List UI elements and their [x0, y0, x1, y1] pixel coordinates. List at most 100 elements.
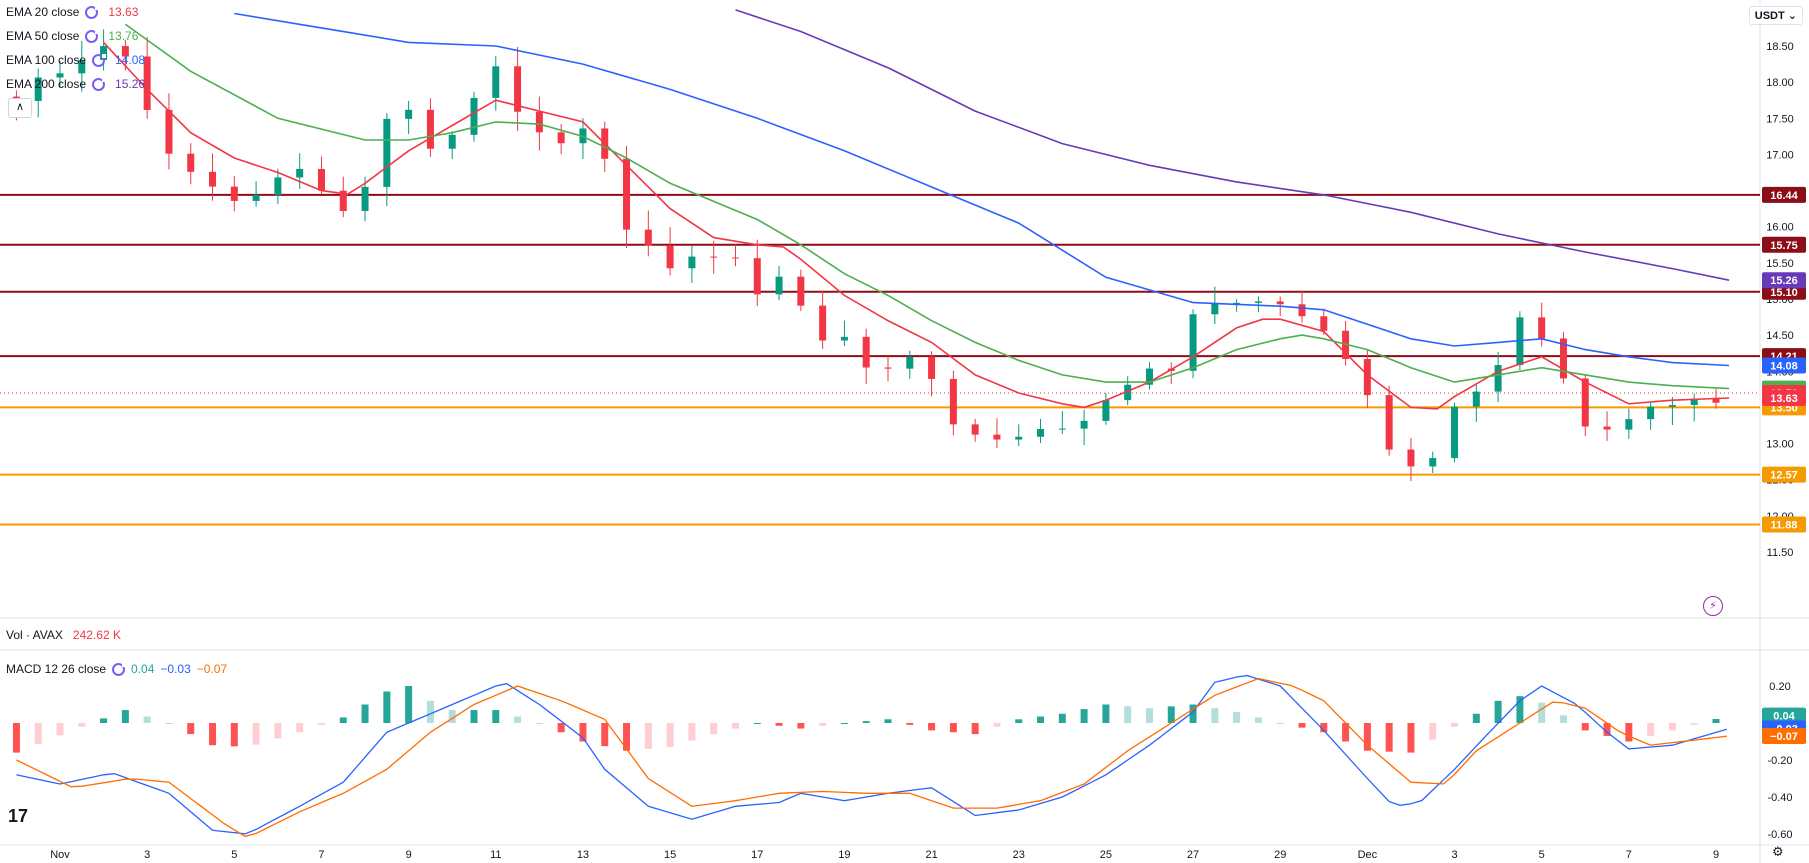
candle	[906, 350, 914, 379]
macd-hist-bar	[1211, 708, 1219, 723]
candle	[339, 176, 347, 218]
candle	[1167, 362, 1175, 384]
candle-body	[819, 305, 827, 341]
macd-histogram	[12, 686, 1720, 753]
legend-ema100[interactable]: EMA 100 close 14.08	[6, 53, 145, 67]
candle	[1603, 411, 1611, 441]
candle	[1625, 408, 1633, 439]
candle-body	[1015, 436, 1023, 440]
candle-body	[34, 77, 42, 101]
candle	[1102, 392, 1110, 425]
legend-volume[interactable]: Vol · AVAX 242.62 K	[6, 628, 121, 642]
gear-icon[interactable]: ⚙	[1772, 844, 1784, 859]
macd-hist-bar	[601, 723, 609, 747]
macd-hist-bar	[1559, 715, 1567, 723]
refresh-icon[interactable]	[92, 77, 107, 91]
price-badge: 15.26	[1770, 275, 1798, 287]
macd-hist-bar	[1298, 723, 1306, 728]
candle-body	[514, 66, 522, 112]
time-axis-label: 3	[144, 849, 150, 861]
candle-body	[230, 186, 238, 201]
candle-body	[1603, 426, 1611, 430]
candle-body	[1233, 302, 1241, 304]
candle	[1254, 296, 1262, 313]
candle-body	[1254, 301, 1262, 303]
price-badge-bg	[1762, 390, 1806, 407]
time-axis-label: 11	[490, 849, 501, 861]
candle-body	[1407, 449, 1415, 467]
price-tick-label: 11.50	[1767, 547, 1794, 559]
tradingview-logo[interactable]: 17	[8, 806, 29, 826]
candle-body	[317, 168, 325, 191]
refresh-icon[interactable]	[85, 5, 100, 19]
macd-hist-bar	[143, 716, 151, 723]
macd-hist-bar	[819, 723, 827, 726]
legend-ema200[interactable]: EMA 200 close 15.26	[6, 77, 145, 91]
candle-body	[1429, 458, 1437, 467]
legend-ema20[interactable]: EMA 20 close 13.63	[6, 5, 138, 19]
time-axis-label: 23	[1013, 849, 1025, 861]
candle-body	[1124, 384, 1132, 401]
candle	[884, 355, 892, 382]
lightning-icon[interactable]: ⚡	[1703, 596, 1723, 616]
candle-body	[296, 168, 304, 178]
candle	[1058, 411, 1066, 434]
candle	[470, 91, 478, 142]
chevron-up-icon[interactable]: ∧	[8, 98, 32, 118]
time-axis-label: 7	[318, 849, 324, 861]
legend-ema100-value: 14.08	[115, 53, 146, 67]
candle-body	[993, 434, 1001, 440]
macd-hist-bar	[405, 686, 413, 723]
legend-macd-line: −0.03	[160, 662, 191, 676]
candle	[1668, 396, 1676, 425]
price-badge: 14.08	[1770, 361, 1798, 373]
candle-body	[840, 336, 848, 341]
candle	[971, 418, 979, 442]
macd-hist-bar	[1407, 723, 1415, 753]
price-tick-label: 17.00	[1766, 149, 1794, 161]
candle-body	[1559, 338, 1567, 379]
candle	[1298, 291, 1306, 323]
macd-hist-bar	[187, 723, 195, 735]
candle	[666, 227, 674, 276]
currency-selector[interactable]: USDT ⌄	[1748, 6, 1803, 25]
refresh-icon[interactable]	[112, 662, 127, 676]
macd-hist-bar	[949, 723, 957, 733]
level-badge: 12.57	[1770, 470, 1798, 482]
macd-hist-bar	[12, 723, 20, 753]
legend-macd[interactable]: MACD 12 26 close 0.04 −0.03 −0.07	[6, 662, 227, 676]
macd-hist-bar	[623, 723, 631, 751]
macd-hist-bar	[165, 723, 173, 724]
candle	[688, 245, 696, 283]
candle-body	[100, 46, 108, 60]
candle-body	[1451, 406, 1459, 459]
candle	[1363, 350, 1371, 409]
time-axis-label: 5	[1539, 849, 1545, 861]
candle	[1015, 424, 1023, 446]
macd-hist-bar	[1451, 723, 1459, 727]
candle-body	[753, 258, 761, 295]
candle-body	[1276, 301, 1284, 305]
candle	[383, 113, 391, 207]
refresh-icon[interactable]	[85, 29, 100, 43]
macd-hist-bar	[1516, 696, 1524, 723]
macd-hist-bar	[928, 723, 936, 731]
time-axis-label: 13	[577, 849, 589, 861]
candle	[928, 351, 936, 397]
macd-hist-bar	[884, 719, 892, 723]
macd-hist-bar	[1429, 723, 1437, 740]
legend-ema50[interactable]: EMA 50 close 13.76	[6, 29, 138, 43]
candle-body	[710, 256, 718, 258]
macd-hist-bar	[448, 710, 456, 723]
time-axis-label: 21	[925, 849, 937, 861]
macd-hist-bar	[78, 723, 86, 727]
candle-body	[209, 171, 217, 187]
candle-body	[797, 276, 805, 306]
macd-hist-bar	[906, 723, 914, 725]
macd-hist-bar	[274, 723, 282, 739]
candle-body	[143, 56, 151, 110]
candle	[819, 291, 827, 349]
macd-hist-bar	[1124, 706, 1132, 723]
refresh-icon[interactable]	[92, 53, 107, 67]
